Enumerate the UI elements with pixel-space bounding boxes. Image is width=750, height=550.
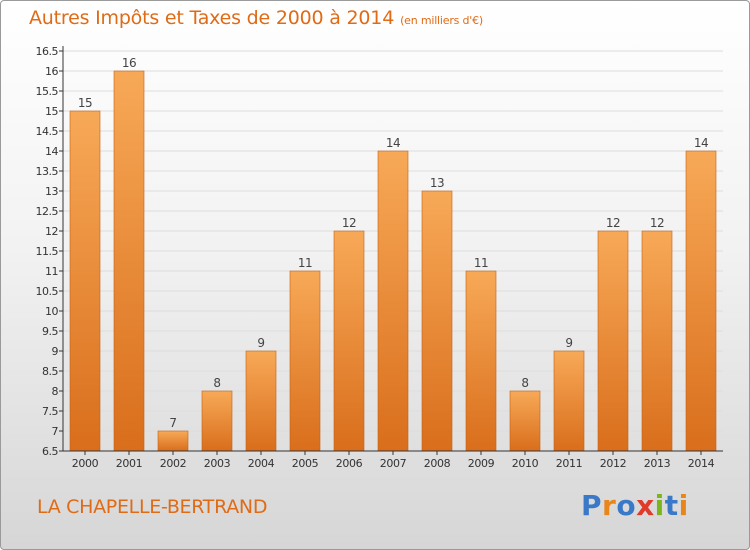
- location-name: LA CHAPELLE-BERTRAND: [37, 496, 268, 518]
- y-tick-label: 10.5: [36, 285, 59, 298]
- logo-letter: t: [664, 489, 679, 522]
- x-tick-label: 2012: [600, 457, 626, 470]
- y-tick-label: 12.5: [36, 205, 59, 218]
- bar: [201, 390, 233, 452]
- data-label: 7: [169, 416, 176, 430]
- y-tick-label: 10: [45, 305, 58, 318]
- y-tick-label: 9: [52, 345, 59, 358]
- bar: [509, 390, 541, 452]
- x-tick-label: 2014: [688, 457, 715, 470]
- logo-letter: o: [616, 489, 637, 522]
- data-label: 11: [474, 256, 488, 270]
- data-label: 12: [342, 216, 356, 230]
- y-tick-label: 6.5: [42, 445, 58, 458]
- y-tick-label: 14.5: [36, 125, 59, 138]
- y-tick-label: 11.5: [36, 245, 59, 258]
- y-tick-label: 12: [45, 225, 58, 238]
- y-tick-label: 8.5: [42, 365, 58, 378]
- chart-unit: (en milliers d'€): [400, 14, 483, 27]
- axes: 6.5 7 7.5 8 8.5 9 9.5 10 10.5 11 11.5 12 12.5 13 13.5 1…: [36, 45, 723, 470]
- data-label: 11: [298, 256, 312, 270]
- bar: [69, 110, 101, 452]
- y-tick-label: 16.5: [36, 45, 59, 58]
- data-label: 16: [122, 56, 136, 70]
- proxiti-logo: Proxiti: [581, 489, 689, 522]
- x-tick-label: 2007: [380, 457, 407, 470]
- x-tick-label: 2013: [644, 457, 671, 470]
- data-label: 15: [78, 96, 92, 110]
- data-label: 9: [257, 336, 264, 350]
- data-label: 12: [606, 216, 620, 230]
- x-tick-label: 2011: [556, 457, 582, 470]
- x-tick-label: 2008: [424, 457, 451, 470]
- bar: [157, 430, 189, 452]
- logo-letter: i: [654, 489, 665, 522]
- x-tick-label: 2000: [72, 457, 99, 470]
- bar: [245, 350, 277, 452]
- logo-letter: i: [678, 489, 689, 522]
- data-label: 8: [521, 376, 528, 390]
- y-tick-label: 7.5: [42, 405, 58, 418]
- x-tick-label: 2001: [116, 457, 142, 470]
- logo-letter: P: [581, 489, 603, 522]
- bar: [421, 190, 453, 452]
- y-tick-label: 13.5: [36, 165, 59, 178]
- x-tick-label: 2003: [204, 457, 231, 470]
- x-tick-label: 2006: [336, 457, 363, 470]
- chart-title: Autres Impôts et Taxes de 2000 à 2014 (en…: [29, 7, 483, 29]
- bar: [377, 150, 409, 452]
- chart-title-text: Autres Impôts et Taxes de 2000 à 2014: [29, 7, 395, 29]
- bar: [597, 230, 629, 452]
- data-label: 9: [565, 336, 572, 350]
- y-tick-label: 7: [52, 425, 59, 438]
- bar: [333, 230, 365, 452]
- x-tick-label: 2005: [292, 457, 319, 470]
- y-tick-label: 13: [45, 185, 58, 198]
- bar: [685, 150, 717, 452]
- logo-letter: r: [602, 489, 617, 522]
- logo-letter: x: [636, 489, 655, 522]
- x-tick-label: 2009: [468, 457, 495, 470]
- y-tick-label: 15.5: [36, 85, 59, 98]
- x-tick-label: 2004: [248, 457, 275, 470]
- data-label: 8: [213, 376, 220, 390]
- y-tick-label: 8: [52, 385, 59, 398]
- value-labels: 15 16 7 8 9 11 12 14 13 11 8 9 12 12 14: [78, 56, 709, 430]
- bar: [465, 270, 497, 452]
- bars: [69, 70, 717, 452]
- y-tick-label: 11: [45, 265, 58, 278]
- y-tick-label: 14: [45, 145, 58, 158]
- data-label: 14: [694, 136, 708, 150]
- x-tick-label: 2010: [512, 457, 539, 470]
- bar: [113, 70, 145, 452]
- x-tick-label: 2002: [160, 457, 186, 470]
- y-tick-label: 15: [45, 105, 58, 118]
- y-tick-label: 9.5: [42, 325, 58, 338]
- bar: [289, 270, 321, 452]
- data-label: 12: [650, 216, 664, 230]
- bar: [553, 350, 585, 452]
- bar: [641, 230, 673, 452]
- y-tick-label: 16: [45, 65, 58, 78]
- data-label: 14: [386, 136, 400, 150]
- data-label: 13: [430, 176, 444, 190]
